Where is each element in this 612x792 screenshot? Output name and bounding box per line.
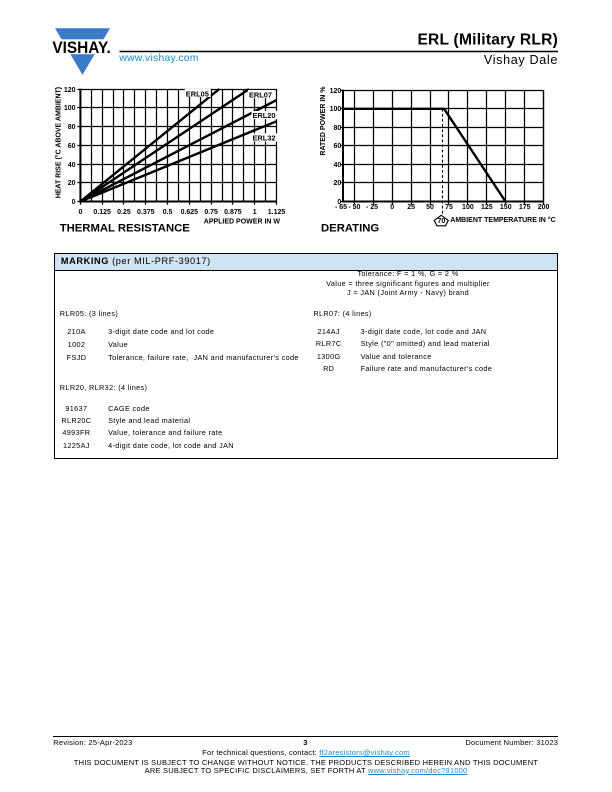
svg-text:ERL05: ERL05 [186, 89, 209, 98]
svg-text:ERL20: ERL20 [253, 111, 276, 120]
svg-text:0: 0 [78, 209, 82, 216]
svg-text:120: 120 [64, 87, 76, 94]
svg-text:80: 80 [334, 125, 342, 132]
svg-text:175: 175 [519, 204, 531, 211]
svg-text:20: 20 [334, 180, 342, 187]
svg-text:0.875: 0.875 [224, 209, 242, 216]
svg-text:- 25: - 25 [366, 204, 378, 211]
svg-text:100: 100 [64, 105, 76, 112]
svg-text:120: 120 [330, 88, 342, 95]
svg-text:80: 80 [68, 124, 76, 131]
svg-text:100: 100 [330, 106, 342, 113]
svg-text:- 65: - 65 [335, 204, 347, 211]
svg-text:AMBIENT TEMPERATURE IN °C: AMBIENT TEMPERATURE IN °C [450, 216, 555, 224]
svg-text:HEAT RISE (°C ABOVE AMBIENT): HEAT RISE (°C ABOVE AMBIENT) [55, 87, 63, 198]
svg-text:0.25: 0.25 [117, 209, 131, 216]
svg-text:THERMAL RESISTANCE: THERMAL RESISTANCE [60, 222, 191, 234]
svg-text:www.vishay.com: www.vishay.com [118, 53, 199, 64]
svg-text:- 50: - 50 [348, 204, 360, 211]
svg-text:60: 60 [334, 143, 342, 150]
svg-text:25: 25 [407, 204, 415, 211]
svg-text:60: 60 [68, 143, 76, 150]
svg-text:40: 40 [68, 162, 76, 169]
svg-text:0.75: 0.75 [204, 209, 218, 216]
svg-text:0.625: 0.625 [181, 209, 199, 216]
svg-text:70: 70 [438, 218, 446, 225]
svg-text:0.5: 0.5 [163, 209, 173, 216]
svg-text:0: 0 [337, 199, 341, 206]
svg-text:200: 200 [538, 204, 550, 211]
svg-text:ERL07: ERL07 [249, 91, 272, 100]
svg-text:1.125: 1.125 [268, 209, 286, 216]
svg-text:125: 125 [481, 204, 493, 211]
svg-text:75: 75 [445, 204, 453, 211]
svg-text:20: 20 [68, 180, 76, 187]
svg-text:50: 50 [426, 204, 434, 211]
svg-text:ERL (Military RLR): ERL (Military RLR) [417, 32, 558, 49]
svg-text:0: 0 [72, 199, 76, 206]
svg-text:0.125: 0.125 [93, 209, 111, 216]
svg-text:APPLIED POWER IN W: APPLIED POWER IN W [204, 219, 281, 226]
svg-text:DERATING: DERATING [321, 222, 379, 234]
svg-text:1: 1 [253, 209, 257, 216]
svg-text:0: 0 [390, 204, 394, 211]
svg-text:100: 100 [462, 204, 474, 211]
svg-text:ERL32: ERL32 [253, 134, 276, 143]
svg-text:RATED POWER IN %: RATED POWER IN % [320, 86, 327, 156]
svg-text:Vishay Dale: Vishay Dale [484, 53, 558, 67]
svg-text:VISHAY.: VISHAY. [52, 38, 110, 57]
svg-text:150: 150 [500, 204, 512, 211]
svg-text:0.375: 0.375 [137, 209, 155, 216]
svg-text:40: 40 [334, 162, 342, 169]
